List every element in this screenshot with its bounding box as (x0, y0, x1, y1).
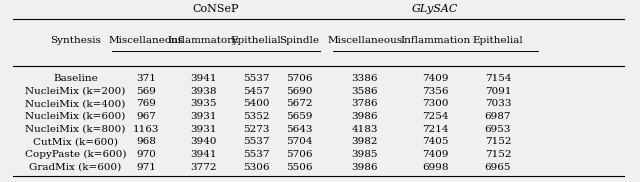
Text: CoNSeP: CoNSeP (193, 4, 239, 14)
Text: Inflammation: Inflammation (400, 35, 470, 45)
Text: Miscellaneous: Miscellaneous (108, 35, 184, 45)
Text: 3985: 3985 (351, 150, 378, 159)
Text: 5306: 5306 (243, 163, 269, 172)
Text: 5457: 5457 (243, 86, 269, 96)
Text: Spindle: Spindle (279, 35, 319, 45)
Text: 5690: 5690 (285, 86, 312, 96)
Text: 7409: 7409 (422, 150, 449, 159)
Text: 3941: 3941 (190, 150, 217, 159)
Text: 5643: 5643 (285, 125, 312, 134)
Text: 3940: 3940 (190, 137, 217, 147)
Text: Inflammatory: Inflammatory (168, 35, 239, 45)
Text: 967: 967 (136, 112, 156, 121)
Text: 7214: 7214 (422, 125, 449, 134)
Text: GLySAC: GLySAC (412, 4, 458, 14)
Text: 5273: 5273 (243, 125, 269, 134)
Text: Miscellaneous: Miscellaneous (327, 35, 403, 45)
Text: NucleiMix (k=400): NucleiMix (k=400) (26, 99, 125, 108)
Text: 5706: 5706 (285, 74, 312, 83)
Text: 7154: 7154 (484, 74, 511, 83)
Text: 7033: 7033 (484, 99, 511, 108)
Text: 7091: 7091 (484, 86, 511, 96)
Text: 6998: 6998 (422, 163, 449, 172)
Text: 5352: 5352 (243, 112, 269, 121)
Text: 371: 371 (136, 74, 156, 83)
Text: NucleiMix (k=800): NucleiMix (k=800) (26, 125, 125, 134)
Text: 968: 968 (136, 137, 156, 147)
Text: Synthesis: Synthesis (50, 35, 101, 45)
Text: 5506: 5506 (285, 163, 312, 172)
Text: 6987: 6987 (484, 112, 511, 121)
Text: 6953: 6953 (484, 125, 511, 134)
Text: 5537: 5537 (243, 74, 269, 83)
Text: CopyPaste (k=600): CopyPaste (k=600) (25, 150, 126, 159)
Text: 1163: 1163 (132, 125, 159, 134)
Text: 3935: 3935 (190, 99, 217, 108)
Text: 3386: 3386 (351, 74, 378, 83)
Text: NucleiMix (k=200): NucleiMix (k=200) (26, 86, 125, 96)
Text: 3931: 3931 (190, 112, 217, 121)
Text: CutMix (k=600): CutMix (k=600) (33, 137, 118, 147)
Text: 3938: 3938 (190, 86, 217, 96)
Text: 569: 569 (136, 86, 156, 96)
Text: 3931: 3931 (190, 125, 217, 134)
Text: Epithelial: Epithelial (230, 35, 282, 45)
Text: 4183: 4183 (351, 125, 378, 134)
Text: 7356: 7356 (422, 86, 449, 96)
Text: 3986: 3986 (351, 112, 378, 121)
Text: 3786: 3786 (351, 99, 378, 108)
Text: 7254: 7254 (422, 112, 449, 121)
Text: 7152: 7152 (484, 137, 511, 147)
Text: 7300: 7300 (422, 99, 449, 108)
Text: 970: 970 (136, 150, 156, 159)
Text: 5672: 5672 (285, 99, 312, 108)
Text: 5537: 5537 (243, 137, 269, 147)
Text: 6965: 6965 (484, 163, 511, 172)
Text: NucleiMix (k=600): NucleiMix (k=600) (26, 112, 125, 121)
Text: 3772: 3772 (190, 163, 217, 172)
Text: 3982: 3982 (351, 137, 378, 147)
Text: 971: 971 (136, 163, 156, 172)
Text: 5400: 5400 (243, 99, 269, 108)
Text: 3986: 3986 (351, 163, 378, 172)
Text: 5659: 5659 (285, 112, 312, 121)
Text: 3586: 3586 (351, 86, 378, 96)
Text: 5706: 5706 (285, 150, 312, 159)
Text: 3941: 3941 (190, 74, 217, 83)
Text: GradMix (k=600): GradMix (k=600) (29, 163, 122, 172)
Text: 769: 769 (136, 99, 156, 108)
Text: Baseline: Baseline (53, 74, 98, 83)
Text: 7409: 7409 (422, 74, 449, 83)
Text: 5704: 5704 (285, 137, 312, 147)
Text: Epithelial: Epithelial (472, 35, 524, 45)
Text: 7405: 7405 (422, 137, 449, 147)
Text: 5537: 5537 (243, 150, 269, 159)
Text: 7152: 7152 (484, 150, 511, 159)
